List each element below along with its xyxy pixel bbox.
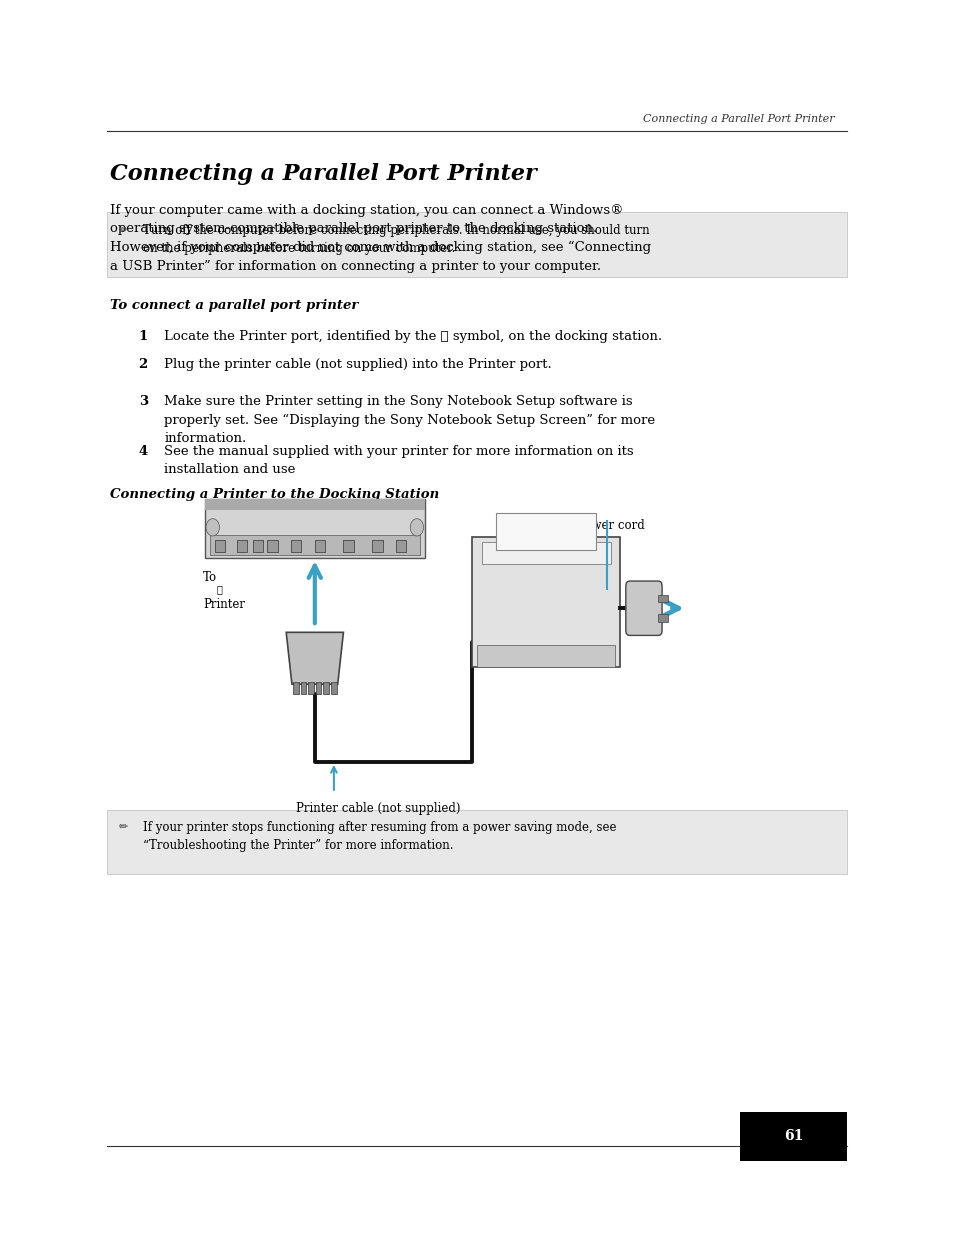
FancyBboxPatch shape: [107, 212, 846, 277]
Bar: [293, 682, 298, 694]
Circle shape: [206, 519, 219, 536]
Text: Printer cable (not supplied): Printer cable (not supplied): [295, 802, 459, 815]
Bar: [308, 682, 314, 694]
Polygon shape: [286, 632, 343, 684]
Bar: [476, 645, 615, 667]
Bar: [740, 1112, 846, 1161]
Bar: [323, 682, 329, 694]
Text: 61: 61: [783, 1129, 802, 1144]
Text: Connecting a Printer to the Docking Station: Connecting a Printer to the Docking Stat…: [110, 488, 438, 501]
Text: 3: 3: [138, 395, 148, 409]
Text: If your printer stops functioning after resuming from a power saving mode, see
“: If your printer stops functioning after …: [143, 821, 616, 852]
Text: See the manual supplied with your printer for more information on its
installati: See the manual supplied with your printe…: [164, 445, 633, 475]
Text: ✏: ✏: [118, 225, 128, 235]
Bar: [205, 499, 424, 558]
Bar: [214, 540, 225, 552]
Bar: [496, 513, 596, 550]
Bar: [253, 540, 263, 552]
Bar: [315, 682, 321, 694]
Bar: [658, 595, 667, 603]
Bar: [267, 540, 277, 552]
Bar: [205, 499, 424, 510]
Bar: [658, 615, 667, 622]
Text: Plug the printer cable (not supplied) into the Printer port.: Plug the printer cable (not supplied) in…: [164, 358, 551, 372]
Text: 4: 4: [138, 445, 148, 458]
Text: To: To: [203, 571, 217, 584]
Text: 1: 1: [138, 330, 148, 343]
FancyBboxPatch shape: [107, 810, 846, 874]
Bar: [331, 682, 336, 694]
Text: If your computer came with a docking station, you can connect a Windows®
operati: If your computer came with a docking sta…: [110, 204, 650, 273]
FancyBboxPatch shape: [625, 582, 661, 636]
Text: 🖨: 🖨: [216, 584, 222, 594]
Bar: [291, 540, 301, 552]
Text: Printer: Printer: [203, 598, 245, 611]
Bar: [395, 540, 406, 552]
Bar: [372, 540, 382, 552]
Text: To connect a parallel port printer: To connect a parallel port printer: [110, 299, 357, 312]
Text: Connecting a Parallel Port Printer: Connecting a Parallel Port Printer: [110, 163, 536, 185]
Text: Make sure the Printer setting in the Sony Notebook Setup software is
properly se: Make sure the Printer setting in the Son…: [164, 395, 655, 445]
Bar: [481, 542, 610, 564]
Text: ✏: ✏: [118, 823, 128, 832]
Circle shape: [410, 519, 423, 536]
Bar: [300, 682, 306, 694]
Text: Locate the Printer port, identified by the ⎙ symbol, on the docking station.: Locate the Printer port, identified by t…: [164, 330, 661, 343]
Bar: [210, 535, 419, 555]
Bar: [236, 540, 247, 552]
Text: Connecting a Parallel Port Printer: Connecting a Parallel Port Printer: [642, 114, 834, 124]
Text: Turn off the computer before connecting peripherals. In normal use, you should t: Turn off the computer before connecting …: [143, 224, 649, 254]
Bar: [314, 540, 325, 552]
Text: 2: 2: [138, 358, 148, 372]
Text: Power cord: Power cord: [577, 519, 644, 532]
Bar: [472, 537, 619, 667]
Bar: [343, 540, 354, 552]
